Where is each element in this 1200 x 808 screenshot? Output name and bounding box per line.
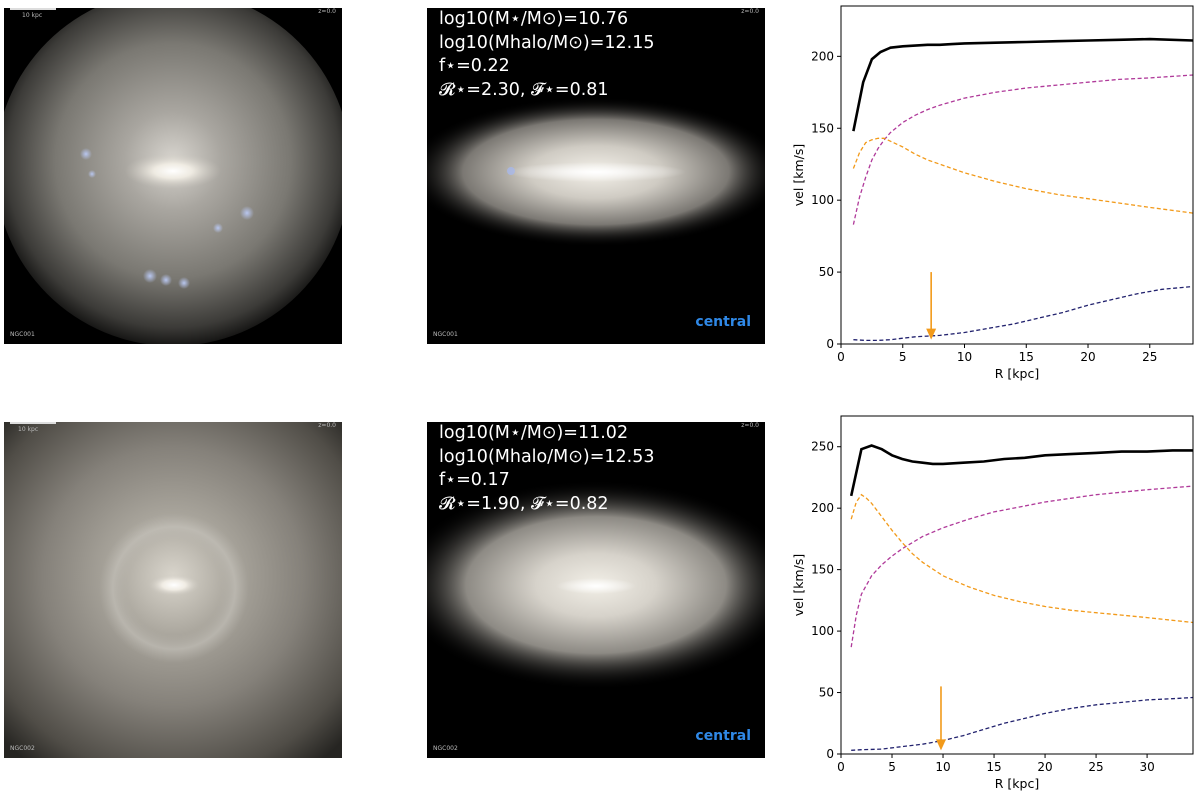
series-line-2 <box>850 485 1194 648</box>
rotation-curve-chart-2: 0 5 10 15 20 25 30 0 50 100 150 200 250 R [kpc] vel [k… <box>791 415 1194 791</box>
x-tick-label: 10 <box>957 350 972 364</box>
y-tick-label: 100 <box>811 624 834 638</box>
edge-on-image-1: z=0.0 NGC001 log10(M⋆/M⊙)=10.76 log10(Mh… <box>427 8 765 344</box>
face-on-galaxy-render-2 <box>4 422 342 758</box>
plot-frame <box>840 5 1194 345</box>
stellar-mass-line: log10(M⋆/M⊙)=11.02 <box>439 423 629 443</box>
stellar-fraction-line: f⋆=0.22 <box>439 56 510 76</box>
y-tick-label: 150 <box>811 121 834 135</box>
series-line-1 <box>849 444 1193 497</box>
shape-params-line: 𝓡⋆=1.90, 𝓕⋆=0.82 <box>439 493 609 514</box>
y-axis-label: vel [km/s] <box>791 144 806 206</box>
scale-label: 10 kpc <box>22 12 43 19</box>
sim-label: NGC001 <box>10 331 35 338</box>
y-tick-label: 200 <box>811 501 834 515</box>
scale-label: 10 kpc <box>18 426 39 433</box>
sim-label: NGC001 <box>433 331 458 338</box>
face-on-image-1: 10 kpc z=0.0 NGC001 <box>4 8 342 344</box>
series-line-4 <box>853 285 1194 342</box>
series-line-4 <box>851 696 1194 751</box>
rotation-curve-chart-1: 0 5 10 15 20 25 0 50 100 150 200 R [kpc] vel [km/s] <box>791 5 1194 381</box>
x-axis-label: R [kpc] <box>995 776 1039 791</box>
halo-mass-line: log10(Mhalo/M⊙)=12.53 <box>439 446 655 467</box>
series-line-3 <box>852 137 1194 214</box>
series-line-1 <box>852 37 1194 132</box>
x-tick-label: 15 <box>1019 350 1034 364</box>
y-tick-label: 200 <box>811 49 834 63</box>
sim-label: NGC002 <box>10 745 35 752</box>
x-tick-label: 0 <box>837 760 845 774</box>
y-axis-label: vel [km/s] <box>791 554 806 616</box>
scale-bar <box>10 8 56 10</box>
central-label: central <box>695 728 751 744</box>
series-line-3 <box>850 493 1194 624</box>
shape-params-line: 𝓡⋆=2.30, 𝓕⋆=0.81 <box>439 79 609 100</box>
y-tick-label: 0 <box>826 747 834 761</box>
halo-mass-line: log10(Mhalo/M⊙)=12.15 <box>439 32 655 53</box>
scale-bar <box>10 422 56 424</box>
redshift-label: z=0.0 <box>741 8 759 15</box>
y-tick-label: 150 <box>811 563 834 577</box>
edge-on-galaxy-render-1 <box>427 97 765 247</box>
y-tick-label: 250 <box>811 440 834 454</box>
x-tick-label: 25 <box>1088 760 1103 774</box>
redshift-label: z=0.0 <box>741 422 759 429</box>
redshift-label: z=0.0 <box>318 8 336 15</box>
y-tick-label: 0 <box>826 337 834 351</box>
x-tick-label: 5 <box>888 760 896 774</box>
x-tick-label: 5 <box>899 350 907 364</box>
x-tick-label: 30 <box>1139 760 1154 774</box>
x-tick-label: 20 <box>1037 760 1052 774</box>
x-tick-label: 15 <box>986 760 1001 774</box>
x-axis-label: R [kpc] <box>995 366 1039 381</box>
stellar-fraction-line: f⋆=0.17 <box>439 470 510 490</box>
central-label: central <box>695 314 751 330</box>
galaxy-properties: log10(M⋆/M⊙)=11.02 log10(Mhalo/M⊙)=12.53… <box>439 422 655 516</box>
face-on-image-2: 10 kpc z=0.0 NGC002 <box>4 422 342 758</box>
x-tick-label: 20 <box>1080 350 1095 364</box>
radius-arrow-head <box>926 328 937 340</box>
x-tick-label: 25 <box>1142 350 1157 364</box>
x-tick-label: 0 <box>837 350 845 364</box>
radius-arrow-head <box>935 739 946 751</box>
galaxy-properties: log10(M⋆/M⊙)=10.76 log10(Mhalo/M⊙)=12.15… <box>439 8 655 102</box>
sim-label: NGC002 <box>433 745 458 752</box>
stellar-mass-line: log10(M⋆/M⊙)=10.76 <box>439 9 629 29</box>
y-tick-label: 50 <box>819 686 834 700</box>
y-tick-label: 50 <box>819 265 834 279</box>
edge-on-image-2: z=0.0 NGC002 log10(M⋆/M⊙)=11.02 log10(Mh… <box>427 422 765 758</box>
x-tick-label: 10 <box>935 760 950 774</box>
edge-on-galaxy-render-2 <box>427 480 765 690</box>
redshift-label: z=0.0 <box>318 422 336 429</box>
y-tick-label: 100 <box>811 193 834 207</box>
series-line-2 <box>852 74 1194 225</box>
face-on-galaxy-render-1 <box>4 8 342 344</box>
plot-frame <box>840 415 1194 755</box>
